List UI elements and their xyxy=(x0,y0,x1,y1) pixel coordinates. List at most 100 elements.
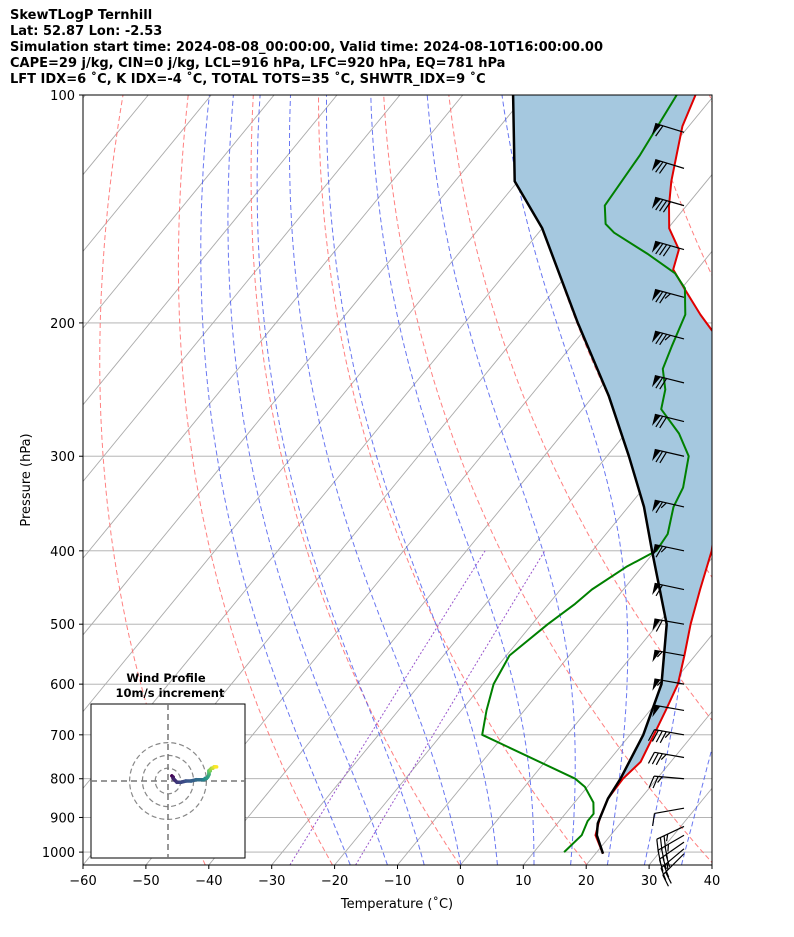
isotherm-line xyxy=(775,95,794,865)
isotherm-line xyxy=(585,710,712,865)
barb-staff xyxy=(654,499,685,508)
isotherm-line xyxy=(271,327,712,865)
barb-staff xyxy=(654,240,685,251)
barb-pennant xyxy=(652,544,661,557)
barb-staff xyxy=(654,807,685,814)
barb-feather xyxy=(660,546,667,553)
x-tick-label: −20 xyxy=(321,874,348,889)
wind-barb xyxy=(652,582,685,597)
chart-title: SkewTLogP Ternhill xyxy=(10,8,153,23)
isotherm-line xyxy=(397,480,712,865)
barb-feather xyxy=(662,201,672,213)
y-tick-label: 900 xyxy=(50,811,75,826)
wind-barb xyxy=(647,729,685,744)
wind-barb xyxy=(651,240,685,257)
y-tick-label: 500 xyxy=(50,618,75,633)
mixing-ratio-line xyxy=(289,550,486,865)
barb-feather xyxy=(660,848,665,861)
barb-feather xyxy=(655,199,664,211)
barb-feather xyxy=(657,776,663,783)
barb-feather xyxy=(663,835,667,849)
barb-staff xyxy=(654,196,685,207)
barb-pennant xyxy=(651,197,661,209)
barb-feather xyxy=(665,871,672,884)
isotherm-line xyxy=(83,95,338,406)
barb-feather xyxy=(657,850,662,863)
barb-pennant xyxy=(652,500,661,512)
barb-feather xyxy=(655,243,664,255)
barb-feather xyxy=(651,730,659,742)
x-tick-label: −60 xyxy=(69,874,96,889)
barb-feather xyxy=(655,332,664,345)
barb-feather xyxy=(664,731,671,739)
barb-feather xyxy=(655,125,664,137)
barb-feather xyxy=(648,775,655,788)
x-tick-label: −40 xyxy=(195,874,222,889)
barb-staff xyxy=(655,159,685,169)
x-tick-label: 40 xyxy=(704,874,721,889)
wind-barb xyxy=(651,196,685,213)
moist-adiabat xyxy=(426,95,576,865)
y-tick-label: 400 xyxy=(50,545,75,560)
y-tick-label: 200 xyxy=(50,317,75,332)
dry-adiabat xyxy=(775,95,794,865)
wind-barb xyxy=(652,499,685,514)
isotherm-line xyxy=(460,557,712,865)
barb-pennant xyxy=(651,331,661,343)
wind-barb xyxy=(651,413,685,429)
barb-feather xyxy=(655,620,663,632)
isotherm-line xyxy=(208,250,712,865)
barb-feather xyxy=(660,867,667,881)
wind-barb xyxy=(652,649,685,663)
wind-barb xyxy=(652,448,685,464)
mixing-ratio-line xyxy=(355,550,546,865)
isotherm-line xyxy=(711,864,712,865)
barb-feather xyxy=(656,651,663,658)
wind-barbs xyxy=(647,122,685,887)
barb-staff xyxy=(654,704,685,712)
series-layer xyxy=(481,95,712,855)
temperature-line xyxy=(594,95,712,855)
wind-barb xyxy=(652,704,685,718)
location-line: Lat: 52.87 Lon: -2.53 xyxy=(10,24,163,39)
barb-staff xyxy=(657,834,685,851)
barb-pennant xyxy=(652,650,661,663)
barb-feather xyxy=(666,862,669,871)
barb-feather xyxy=(655,415,664,428)
dry-adiabat xyxy=(383,95,712,864)
barb-pennant xyxy=(652,618,661,631)
moist-adiabat xyxy=(501,95,629,865)
barb-pennant xyxy=(651,123,662,135)
x-axis-label: Temperature (˚C) xyxy=(340,896,453,912)
barb-feather xyxy=(656,679,663,686)
barb-feather xyxy=(655,584,663,597)
isotherm-line xyxy=(83,95,589,713)
isotherm-line xyxy=(83,95,275,329)
time-line: Simulation start time: 2024-08-08_00:00:… xyxy=(10,40,603,55)
dry-adiabat xyxy=(318,95,588,865)
x-tick-label: −10 xyxy=(384,874,411,889)
hodograph-subtitle: 10m/s increment xyxy=(116,686,225,700)
barb-staff xyxy=(654,678,685,685)
barb-feather xyxy=(655,753,663,766)
indices-line-1: CAPE=29 j/kg, CIN=0 j/kg, LCL=916 hPa, L… xyxy=(10,56,506,71)
hodograph: Wind Profile 10m/s increment xyxy=(90,671,246,859)
barb-pennant xyxy=(651,241,661,253)
y-tick-label: 700 xyxy=(50,729,75,744)
y-tick-label: 1000 xyxy=(42,846,75,861)
y-tick-label: 100 xyxy=(50,89,75,104)
dry-adiabat xyxy=(709,95,712,104)
x-tick-label: 0 xyxy=(456,874,464,889)
barb-feather xyxy=(655,501,664,514)
barb-feather xyxy=(655,730,663,743)
barb-feather xyxy=(659,292,668,304)
barb-staff xyxy=(654,543,685,552)
x-tick-label: 30 xyxy=(641,874,658,889)
y-tick-label: 300 xyxy=(50,450,75,465)
wind-barb xyxy=(652,807,685,827)
barb-feather xyxy=(659,837,663,851)
barb-staff xyxy=(654,582,685,591)
moist-adiabat xyxy=(200,95,351,865)
barb-feather xyxy=(652,776,659,789)
